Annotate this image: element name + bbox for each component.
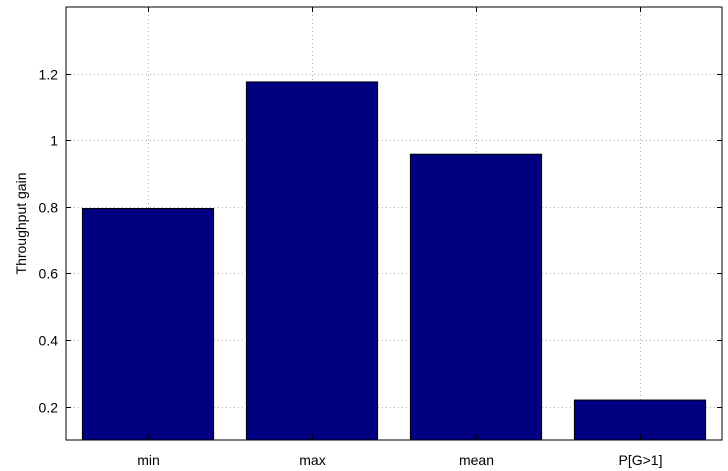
- axis-ticks: [66, 7, 722, 440]
- x-tick-label: P[G>1]: [619, 452, 663, 468]
- y-tick-label: 1.2: [39, 67, 59, 83]
- bar-mean: [409, 153, 543, 441]
- x-tick-label: min: [137, 452, 160, 468]
- x-tick-label: max: [299, 452, 325, 468]
- y-tick-label: 0.8: [39, 200, 59, 216]
- bar-max: [245, 81, 379, 441]
- bars: [81, 81, 707, 441]
- bar-p-g-1: [573, 399, 707, 441]
- x-tick-labels: min max mean P[G>1]: [137, 452, 662, 468]
- y-tick-label: 0.4: [39, 333, 59, 349]
- y-tick-label: 0.2: [39, 400, 59, 416]
- y-tick-label: 0.6: [39, 266, 59, 282]
- y-tick-label: 1: [50, 133, 58, 149]
- y-tick-labels: 0.2 0.4 0.6 0.8 1 1.2: [39, 67, 59, 416]
- bar-min: [81, 208, 215, 441]
- plot-area-frame: [65, 6, 723, 441]
- y-axis-label: Throughput gain: [13, 173, 29, 275]
- x-tick-label: mean: [459, 452, 494, 468]
